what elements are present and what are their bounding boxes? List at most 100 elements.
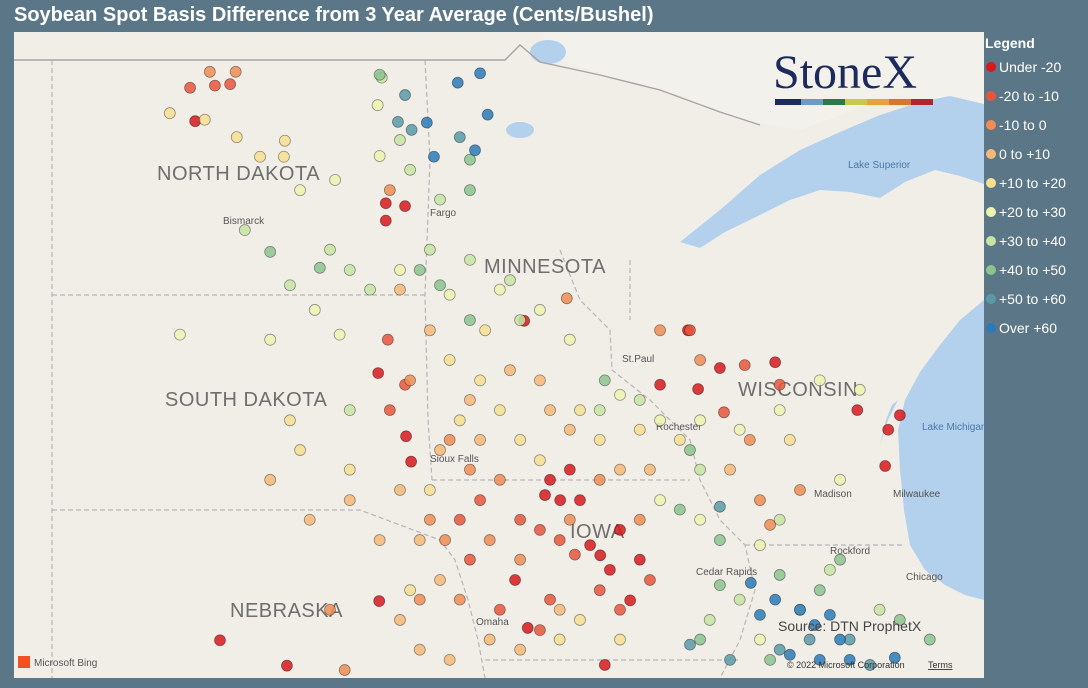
logo-bar xyxy=(889,99,911,105)
basis-point xyxy=(539,489,551,501)
basis-point xyxy=(184,81,196,94)
basis-point xyxy=(284,279,296,292)
basis-point xyxy=(453,593,466,606)
legend-label: +10 to +20 xyxy=(999,175,1066,191)
city-label: Madison xyxy=(814,489,852,500)
logo-bar xyxy=(845,99,867,105)
basis-point xyxy=(644,574,656,586)
basis-point xyxy=(493,283,506,296)
basis-point xyxy=(373,150,386,162)
basis-point xyxy=(534,524,546,536)
basis-point xyxy=(479,324,492,337)
basis-point xyxy=(434,444,446,456)
basis-point xyxy=(563,333,576,346)
legend-marker xyxy=(986,149,996,159)
basis-point xyxy=(614,603,626,616)
basis-point xyxy=(313,261,326,274)
basis-point xyxy=(568,548,581,561)
basis-point xyxy=(464,314,476,327)
basis-point xyxy=(654,378,666,391)
basis-point xyxy=(560,292,573,305)
basis-point xyxy=(264,473,277,486)
basis-point xyxy=(694,513,707,526)
basis-point xyxy=(544,593,556,606)
legend-label: +30 to +40 xyxy=(999,233,1066,249)
basis-point xyxy=(553,633,566,646)
basis-point xyxy=(423,484,436,496)
basis-point xyxy=(493,603,506,616)
basis-point xyxy=(534,304,546,316)
basis-point xyxy=(783,648,796,661)
basis-point xyxy=(439,534,451,546)
logo: StoneX xyxy=(773,46,933,105)
basis-point xyxy=(893,614,906,626)
basis-point xyxy=(808,619,821,631)
basis-point xyxy=(764,518,776,531)
logo-bar xyxy=(801,99,823,105)
city-label: Rockford xyxy=(830,546,870,557)
basis-point xyxy=(574,494,586,507)
basis-point xyxy=(593,473,606,486)
basis-point xyxy=(773,404,786,417)
basis-point xyxy=(294,444,306,456)
basis-point xyxy=(851,404,864,417)
basis-point xyxy=(514,314,527,327)
basis-point xyxy=(229,65,242,78)
basis-point xyxy=(733,423,746,436)
basis-point xyxy=(633,513,646,526)
basis-point xyxy=(614,633,626,646)
state-label: WISCONSIN xyxy=(738,379,858,401)
basis-point xyxy=(405,123,418,136)
legend-label: -20 to -10 xyxy=(999,88,1059,104)
basis-point xyxy=(843,653,856,666)
basis-point xyxy=(824,608,836,621)
basis-point xyxy=(654,494,666,507)
city-label: Omaha xyxy=(476,617,509,628)
basis-point xyxy=(451,76,464,89)
basis-point xyxy=(514,433,527,446)
basis-point xyxy=(593,584,606,597)
basis-point xyxy=(713,500,726,513)
basis-point xyxy=(281,659,293,672)
basis-point xyxy=(413,593,426,606)
basis-point xyxy=(553,534,566,546)
basis-point xyxy=(769,593,782,606)
legend-label: Over +60 xyxy=(999,320,1057,336)
basis-point xyxy=(673,503,686,516)
basis-point xyxy=(614,388,626,401)
basis-point xyxy=(493,404,506,417)
state-label: IOWA xyxy=(570,521,625,543)
basis-point xyxy=(584,539,596,552)
basis-point xyxy=(563,463,576,476)
basis-point xyxy=(864,659,876,671)
basis-point xyxy=(598,659,611,671)
basis-point xyxy=(923,633,936,646)
basis-point xyxy=(404,374,417,387)
basis-point xyxy=(284,414,296,427)
basis-point xyxy=(278,134,291,147)
basis-point xyxy=(713,534,726,546)
basis-point xyxy=(404,163,417,176)
basis-point xyxy=(554,494,567,507)
basis-point xyxy=(733,593,746,606)
basis-point xyxy=(834,473,846,486)
terms-link[interactable]: Terms xyxy=(928,660,953,670)
basis-point xyxy=(654,324,666,337)
basis-point xyxy=(373,595,386,607)
basis-point xyxy=(434,193,446,206)
basis-point xyxy=(420,116,433,129)
basis-point xyxy=(744,577,757,589)
state-border xyxy=(52,509,486,679)
basis-point xyxy=(381,333,394,346)
basis-point xyxy=(383,184,396,197)
basis-point xyxy=(453,414,466,427)
basis-point xyxy=(773,569,786,581)
basis-point xyxy=(230,131,243,144)
lake xyxy=(506,122,534,138)
basis-point xyxy=(769,356,782,369)
legend-marker xyxy=(986,91,996,101)
basis-point xyxy=(338,664,351,676)
legend-marker xyxy=(986,207,996,217)
basis-point xyxy=(399,89,411,101)
basis-point xyxy=(692,383,704,395)
